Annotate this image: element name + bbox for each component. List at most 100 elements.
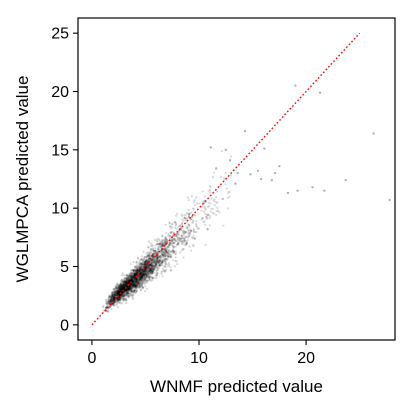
scatter-point [157, 248, 160, 251]
scatter-point [151, 265, 154, 268]
scatter-point [115, 284, 119, 288]
scatter-point [118, 290, 121, 293]
scatter-point [140, 276, 144, 279]
scatter-point [127, 281, 131, 285]
scatter-point [129, 277, 132, 280]
scatter-point [108, 301, 111, 305]
scatter-point [135, 268, 139, 271]
scatter-point [144, 258, 147, 261]
scatter-point [124, 285, 127, 288]
scatter-point [151, 244, 154, 248]
scatter-point [145, 277, 148, 280]
scatter-point [160, 272, 163, 276]
scatter-point [155, 260, 158, 263]
scatter-point [159, 245, 163, 248]
scatter-point [165, 251, 168, 254]
scatter-point [146, 261, 149, 264]
scatter-point [136, 276, 139, 280]
scatter-point [136, 275, 140, 278]
scatter-point [125, 280, 129, 283]
scatter-point [114, 294, 117, 297]
scatter-point [118, 298, 121, 301]
scatter-point [124, 289, 128, 292]
scatter-point [171, 251, 174, 254]
scatter-point [123, 297, 126, 300]
scatter-point [141, 260, 145, 263]
scatter-point [139, 281, 142, 284]
scatter-point [140, 285, 143, 288]
scatter-point [156, 240, 159, 243]
scatter-point [121, 274, 124, 277]
scatter-point [165, 258, 168, 261]
scatter-point [117, 296, 121, 299]
scatter-point [187, 209, 190, 212]
scatter-point [138, 278, 141, 281]
scatter-point [139, 286, 143, 289]
scatter-point [148, 260, 152, 263]
scatter-point [123, 293, 126, 296]
scatter-point [142, 279, 145, 282]
scatter-point [129, 284, 132, 288]
scatter-point [163, 252, 166, 255]
scatter-point [112, 303, 116, 306]
scatter-point [119, 283, 122, 286]
scatter-point [139, 277, 142, 280]
scatter-point [133, 265, 136, 269]
scatter-point [124, 283, 128, 286]
scatter-point [136, 268, 139, 271]
scatter-point [158, 260, 162, 263]
scatter-point [138, 277, 142, 280]
scatter-point [134, 277, 137, 281]
scatter-point [118, 297, 122, 301]
scatter-point [137, 265, 140, 268]
scatter-point [104, 298, 108, 301]
scatter-point [143, 290, 147, 293]
scatter-point [106, 310, 109, 313]
scatter-point [125, 285, 129, 288]
scatter-point [130, 283, 133, 286]
scatter-point [139, 261, 143, 265]
scatter-point [156, 256, 159, 259]
scatter-point [116, 297, 119, 300]
scatter-point [139, 285, 142, 288]
scatter-point [157, 252, 160, 256]
scatter-point [139, 258, 142, 261]
scatter-point [110, 297, 114, 300]
scatter-point [135, 269, 138, 272]
scatter-point [144, 271, 147, 274]
scatter-point [221, 197, 224, 201]
scatter-point [143, 271, 147, 275]
scatter-point [140, 275, 144, 278]
scatter-point [171, 230, 174, 234]
scatter-point [123, 288, 127, 291]
scatter-point [118, 289, 121, 292]
scatter-point [130, 278, 134, 281]
scatter-point [142, 270, 145, 273]
scatter-point [143, 265, 146, 268]
scatter-point [151, 272, 154, 275]
scatter-point [141, 273, 144, 276]
scatter-point [135, 277, 138, 281]
scatter-point [131, 275, 135, 279]
scatter-point [126, 278, 130, 282]
scatter-point [164, 253, 167, 257]
scatter-point [209, 215, 212, 218]
scatter-point [172, 246, 175, 249]
scatter-point [147, 268, 150, 271]
scatter-point [121, 287, 124, 290]
scatter-point [143, 260, 147, 264]
scatter-point [153, 238, 156, 241]
scatter-point [161, 235, 164, 238]
scatter-point [126, 279, 129, 282]
scatter-point [125, 276, 129, 279]
scatter-point [143, 256, 146, 259]
scatter-point [128, 280, 131, 283]
scatter-point [144, 262, 147, 265]
scatter-point [118, 289, 121, 292]
scatter-point [122, 294, 125, 297]
scatter-point [128, 276, 131, 279]
scatter-point [158, 259, 161, 263]
scatter-point [111, 293, 114, 297]
scatter-point [132, 284, 135, 287]
scatter-point [116, 296, 119, 300]
